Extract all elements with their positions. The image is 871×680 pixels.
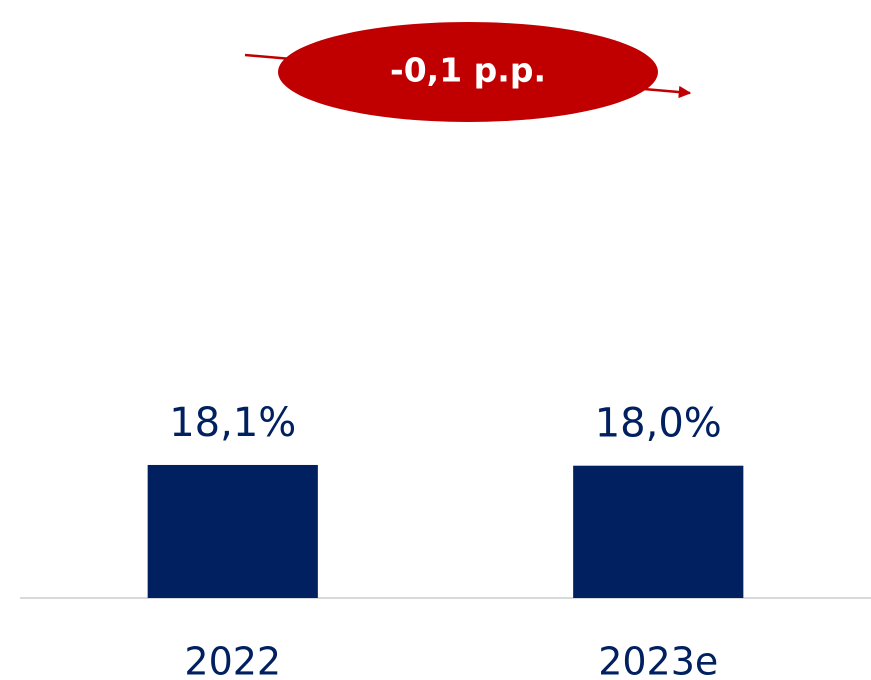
bar — [573, 465, 744, 598]
bar — [147, 464, 318, 598]
value-label: 18,1% — [169, 400, 296, 446]
value-label: 18,0% — [595, 401, 722, 447]
x-tick-label: 2022 — [184, 640, 281, 680]
change-label: -0,1 p.p. — [390, 51, 546, 90]
change-badge — [278, 22, 658, 122]
x-tick-label: 2023e — [598, 640, 718, 680]
